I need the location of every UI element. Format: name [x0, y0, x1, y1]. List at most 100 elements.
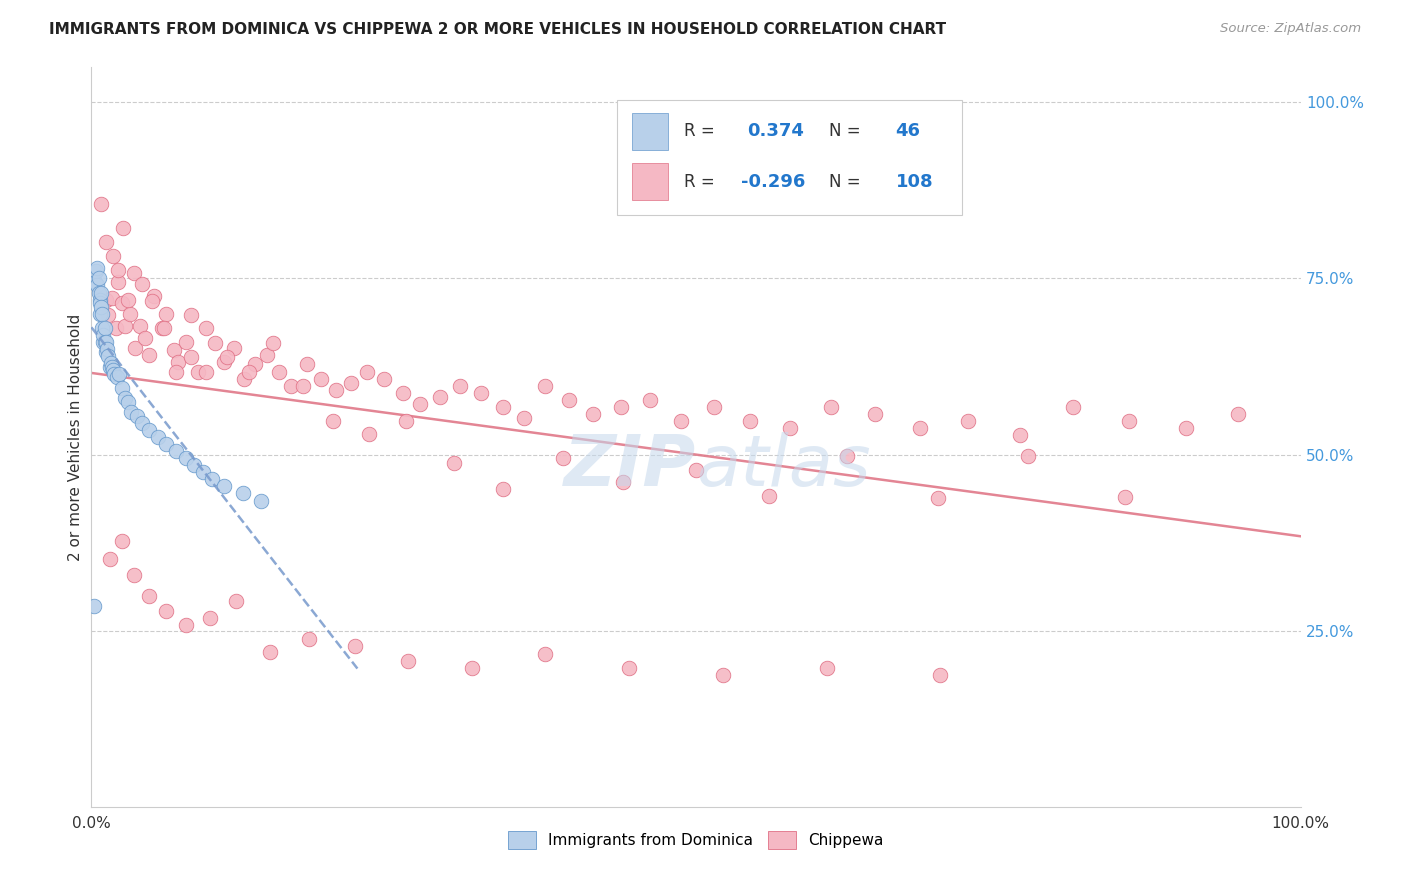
- Point: [359, 426, 381, 441]
- Point: [86, 260, 108, 275]
- Point: [120, 307, 142, 321]
- Point: [711, 667, 734, 681]
- Point: [204, 336, 226, 351]
- Point: [101, 363, 124, 377]
- Point: [153, 320, 176, 334]
- Point: [98, 552, 121, 566]
- Point: [94, 345, 117, 359]
- Point: [267, 364, 290, 378]
- Point: [740, 414, 762, 428]
- Point: [262, 336, 284, 351]
- Point: [162, 343, 184, 358]
- Point: [491, 400, 513, 414]
- Point: [131, 277, 153, 291]
- Point: [103, 367, 125, 381]
- Point: [396, 654, 419, 668]
- Point: [120, 405, 142, 419]
- Point: [87, 285, 110, 300]
- Point: [94, 293, 117, 307]
- Point: [155, 307, 177, 321]
- Point: [150, 320, 173, 334]
- Point: [214, 354, 236, 368]
- Point: [84, 264, 107, 278]
- Point: [122, 567, 145, 582]
- Point: [98, 359, 121, 374]
- Point: [1174, 421, 1197, 435]
- Point: [105, 370, 128, 384]
- Text: IMMIGRANTS FROM DOMINICA VS CHIPPEWA 2 OR MORE VEHICLES IN HOUSEHOLD CORRELATION: IMMIGRANTS FROM DOMINICA VS CHIPPEWA 2 O…: [49, 22, 946, 37]
- Point: [309, 371, 332, 385]
- FancyBboxPatch shape: [631, 112, 668, 150]
- Point: [114, 319, 136, 334]
- Point: [215, 351, 238, 365]
- Point: [96, 342, 118, 356]
- Point: [191, 466, 214, 480]
- Point: [835, 449, 858, 463]
- Point: [551, 451, 574, 466]
- Point: [143, 289, 166, 303]
- Point: [343, 640, 366, 654]
- Point: [582, 407, 605, 421]
- Point: [443, 456, 465, 470]
- Point: [232, 371, 254, 385]
- Point: [174, 618, 197, 632]
- Point: [89, 293, 111, 307]
- Point: [117, 293, 139, 307]
- Legend: Immigrants from Dominica, Chippewa: Immigrants from Dominica, Chippewa: [502, 825, 890, 855]
- Point: [180, 308, 202, 322]
- Point: [1114, 490, 1136, 504]
- Point: [612, 475, 634, 489]
- Point: [93, 334, 115, 349]
- Text: N =: N =: [830, 122, 866, 140]
- Point: [619, 660, 641, 674]
- Point: [758, 489, 780, 503]
- Point: [124, 341, 146, 355]
- Point: [429, 390, 451, 404]
- Point: [104, 320, 127, 334]
- Point: [155, 437, 177, 451]
- Point: [249, 493, 271, 508]
- Point: [638, 392, 661, 407]
- Text: R =: R =: [683, 122, 720, 140]
- Text: Source: ZipAtlas.com: Source: ZipAtlas.com: [1220, 22, 1361, 36]
- Point: [101, 249, 124, 263]
- Point: [165, 364, 187, 378]
- FancyBboxPatch shape: [617, 100, 962, 215]
- Point: [610, 400, 633, 414]
- Point: [214, 479, 236, 493]
- Point: [1018, 449, 1040, 463]
- Point: [122, 266, 145, 280]
- Point: [671, 414, 693, 428]
- Text: 0.374: 0.374: [747, 122, 804, 140]
- Point: [84, 275, 107, 289]
- Text: 46: 46: [896, 122, 921, 140]
- Point: [280, 378, 302, 392]
- Point: [449, 378, 471, 392]
- Point: [93, 327, 115, 342]
- Point: [558, 392, 581, 407]
- Point: [101, 291, 124, 305]
- Point: [155, 604, 177, 618]
- Point: [111, 220, 134, 235]
- Point: [138, 589, 160, 603]
- Point: [927, 491, 949, 506]
- Point: [395, 414, 418, 428]
- Point: [195, 320, 218, 334]
- Point: [392, 385, 415, 400]
- Point: [111, 381, 132, 395]
- Point: [685, 463, 707, 477]
- Point: [461, 660, 484, 674]
- Point: [325, 383, 347, 397]
- Point: [107, 263, 129, 277]
- Point: [256, 348, 278, 362]
- Point: [117, 394, 139, 409]
- Point: [198, 611, 221, 625]
- Point: [127, 409, 149, 423]
- Point: [259, 645, 281, 659]
- Point: [89, 307, 111, 321]
- Point: [131, 416, 153, 430]
- FancyBboxPatch shape: [631, 163, 668, 200]
- Point: [779, 421, 801, 435]
- Point: [111, 533, 132, 548]
- Point: [174, 451, 197, 466]
